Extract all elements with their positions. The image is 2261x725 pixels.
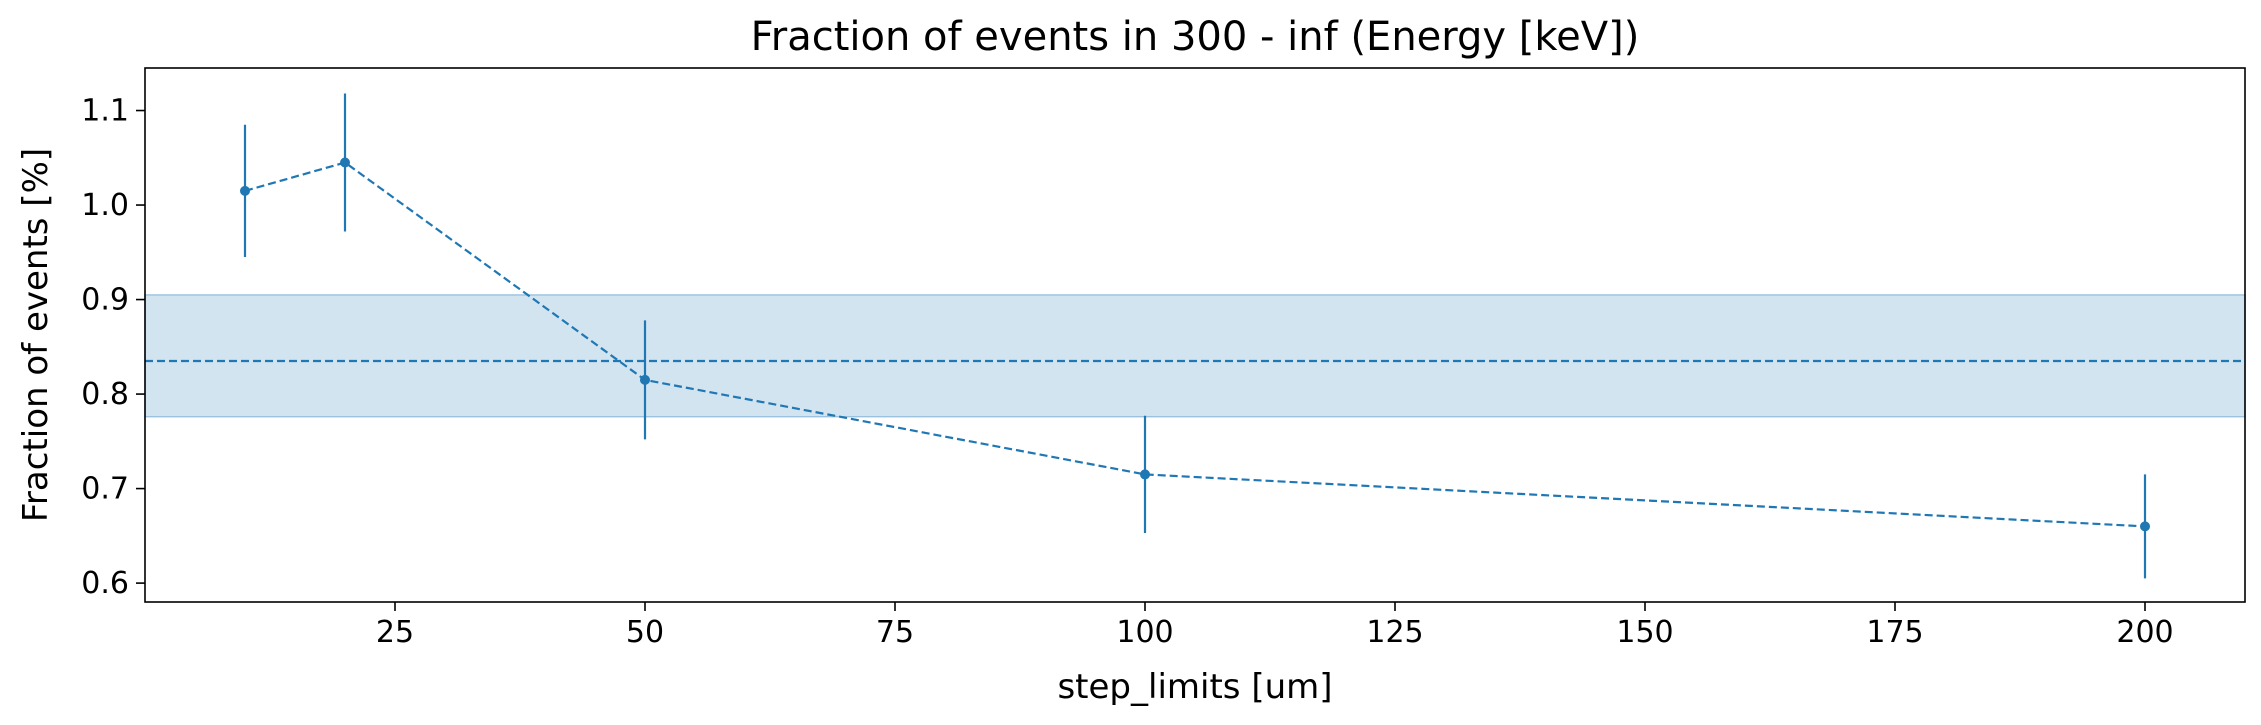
y-tick-label: 0.7 (81, 472, 129, 507)
y-tick-label: 0.6 (81, 566, 129, 601)
y-tick-label: 0.8 (81, 377, 129, 412)
y-axis-label: Fraction of events [%] (16, 148, 56, 522)
chart-title: Fraction of events in 300 - inf (Energy … (751, 14, 1640, 60)
x-tick-label: 175 (1866, 615, 1923, 650)
x-tick-label: 100 (1116, 615, 1173, 650)
reference-band-layer (144, 294, 2246, 418)
data-point (1140, 469, 1150, 480)
data-point (640, 374, 650, 385)
x-tick-label: 25 (376, 615, 414, 650)
x-tick-label: 150 (1616, 615, 1673, 650)
x-axis-ticks: 25 50 75 100 125 150 175 200 (376, 602, 2174, 650)
y-tick-label: 1.1 (81, 94, 129, 129)
series-layer (240, 93, 2150, 579)
y-axis-ticks: 0.6 0.7 0.8 0.9 1.0 1.1 (81, 94, 145, 601)
x-axis-label: step_limits [um] (1057, 667, 1332, 707)
reference-band (144, 294, 2246, 418)
y-tick-label: 1.0 (81, 188, 129, 223)
y-tick-label: 0.9 (81, 283, 129, 318)
x-tick-label: 50 (626, 615, 664, 650)
x-tick-label: 200 (2116, 615, 2173, 650)
data-point (240, 185, 250, 196)
plot-area-frame (144, 67, 2246, 603)
x-tick-label: 125 (1366, 615, 1423, 650)
data-point (340, 157, 350, 168)
x-tick-label: 75 (876, 615, 914, 650)
data-point (2140, 521, 2150, 532)
